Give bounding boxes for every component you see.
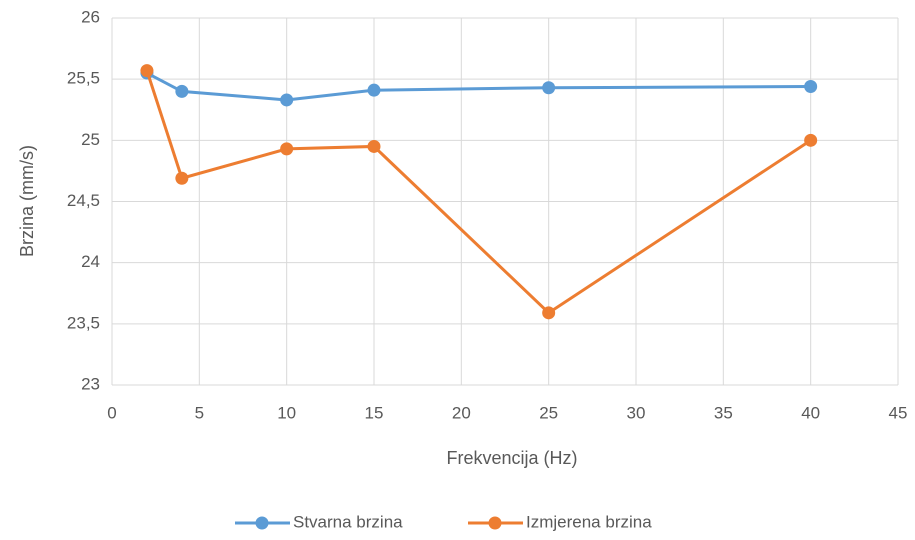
y-tick-label: 24: [81, 252, 100, 271]
y-tick-label: 23: [81, 374, 100, 393]
legend-label: Stvarna brzina: [293, 512, 403, 531]
x-tick-label: 5: [195, 403, 204, 422]
legend-swatch-marker: [488, 516, 502, 530]
y-tick-label: 26: [81, 7, 100, 26]
marker: [280, 142, 294, 156]
x-tick-label: 15: [365, 403, 384, 422]
marker: [367, 139, 381, 153]
marker: [542, 81, 556, 95]
legend-label: Izmjerena brzina: [526, 512, 652, 531]
x-tick-label: 35: [714, 403, 733, 422]
x-tick-label: 25: [539, 403, 558, 422]
y-tick-label: 24,5: [67, 191, 100, 210]
series-line: [146, 71, 811, 102]
x-axis-title: Frekvencija (Hz): [446, 448, 577, 468]
y-tick-label: 25,5: [67, 69, 100, 88]
x-tick-label: 30: [627, 403, 646, 422]
y-tick-label: 25: [81, 130, 100, 149]
y-axis-title: Brzina (mm/s): [17, 145, 37, 257]
y-tick-label: 23,5: [67, 313, 100, 332]
marker: [804, 133, 818, 147]
legend-swatch-marker: [255, 516, 269, 530]
x-tick-label: 20: [452, 403, 471, 422]
x-tick-label: 45: [889, 403, 908, 422]
marker: [175, 171, 189, 185]
marker: [542, 306, 556, 320]
series-line: [145, 70, 812, 315]
x-tick-label: 10: [277, 403, 296, 422]
x-tick-label: 40: [801, 403, 820, 422]
marker: [804, 80, 818, 94]
marker: [367, 83, 381, 97]
x-tick-label: 0: [107, 403, 116, 422]
marker: [175, 84, 189, 98]
marker: [140, 64, 154, 78]
marker: [280, 93, 294, 107]
